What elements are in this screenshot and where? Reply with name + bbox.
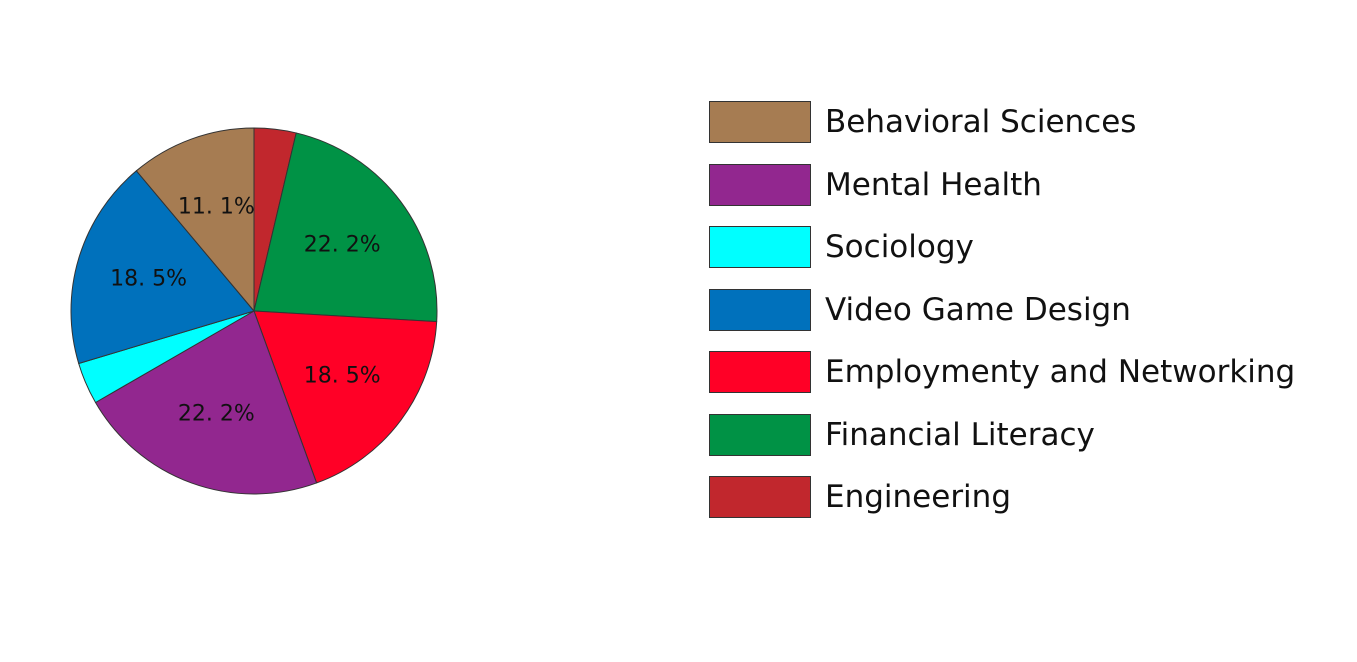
pie-slice-financial-literacy bbox=[253, 132, 438, 323]
pie-slice-mental-health bbox=[95, 310, 318, 495]
legend-label: Video Game Design bbox=[825, 291, 1131, 328]
pie-slice-video-game-design bbox=[70, 170, 255, 364]
pie-label-behavioral-sciences: 11. 1% bbox=[178, 195, 255, 220]
legend-item-mental-health: Mental Health bbox=[709, 163, 1295, 206]
legend-swatch bbox=[709, 476, 811, 518]
pie-slice-employmenty-and-networking bbox=[253, 310, 438, 484]
legend-item-financial-literacy: Financial Literacy bbox=[709, 413, 1295, 456]
legend-swatch bbox=[709, 413, 811, 456]
pie-slices bbox=[70, 127, 438, 495]
legend: Behavioral Sciences Mental Health Sociolog… bbox=[709, 101, 1295, 539]
legend-item-engineering: Engineering bbox=[709, 476, 1295, 518]
pie-labels: 22. 2% 18. 5% 22. 2% 18. 5% 11. 1% bbox=[110, 195, 381, 427]
pie-label-video-game-design: 18. 5% bbox=[110, 266, 187, 291]
legend-label: Engineering bbox=[825, 479, 1011, 515]
legend-label: Sociology bbox=[825, 229, 974, 265]
pie-label-financial-literacy: 22. 2% bbox=[304, 232, 381, 257]
pie-slice-behavioral-sciences bbox=[135, 127, 255, 312]
legend-label: Mental Health bbox=[825, 166, 1042, 203]
legend-swatch bbox=[709, 351, 811, 393]
pie-chart: 22. 2% 18. 5% 22. 2% 18. 5% 11. 1% bbox=[70, 127, 438, 495]
legend-label: Behavioral Sciences bbox=[825, 104, 1137, 140]
legend-label: Financial Literacy bbox=[825, 416, 1095, 453]
legend-item-employmenty-and-networking: Employmenty and Networking bbox=[709, 351, 1295, 393]
legend-item-sociology: Sociology bbox=[709, 226, 1295, 268]
legend-swatch bbox=[709, 163, 811, 206]
pie-label-mental-health: 22. 2% bbox=[178, 401, 255, 426]
legend-item-video-game-design: Video Game Design bbox=[709, 288, 1295, 331]
legend-swatch bbox=[709, 226, 811, 268]
legend-label: Employmenty and Networking bbox=[825, 354, 1296, 390]
legend-swatch bbox=[709, 288, 811, 331]
legend-swatch bbox=[709, 101, 811, 143]
legend-item-behavioral-sciences: Behavioral Sciences bbox=[709, 101, 1295, 143]
pie-label-employmenty-and-networking: 18. 5% bbox=[304, 364, 381, 389]
